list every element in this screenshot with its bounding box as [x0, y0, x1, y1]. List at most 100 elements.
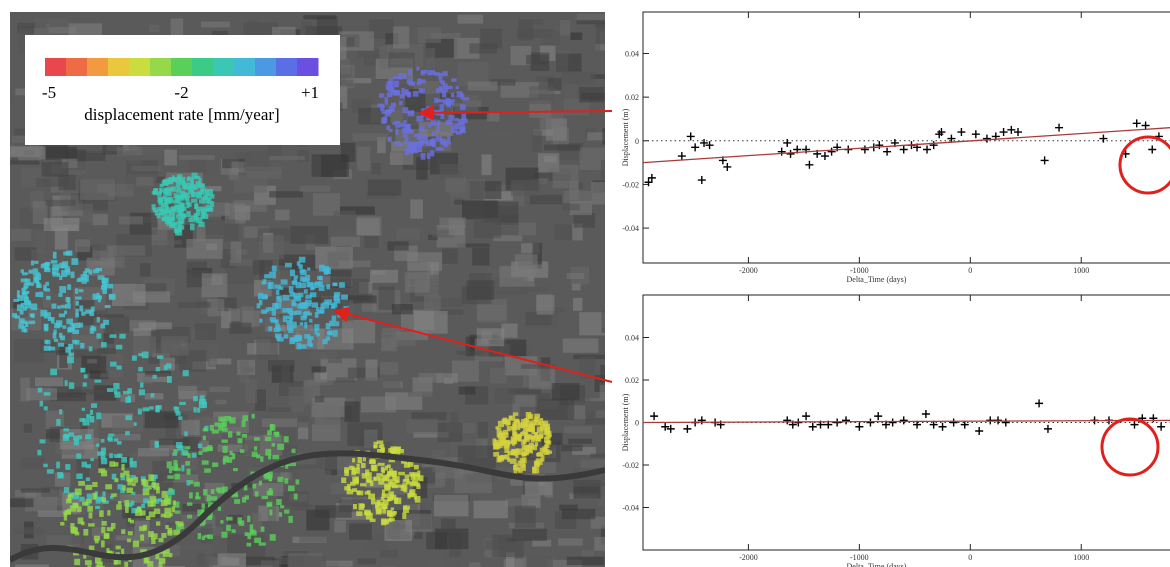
scatterer [403, 508, 409, 513]
scatterer [254, 538, 261, 543]
scatterer [391, 507, 394, 510]
scatterer [178, 416, 182, 420]
scatterer [157, 355, 163, 359]
scatterer [322, 302, 329, 308]
point [1133, 119, 1141, 127]
scatterer [309, 319, 312, 323]
scatterer [133, 541, 139, 548]
terrain [352, 134, 388, 141]
terrain [133, 328, 151, 336]
scatterer [196, 209, 200, 215]
scatterer [151, 393, 155, 397]
scatterer [544, 437, 549, 443]
scatterer [236, 432, 240, 436]
scatterer [529, 443, 534, 449]
terrain [561, 445, 582, 452]
scatterer [59, 286, 66, 293]
scatterer [408, 111, 415, 117]
scatterer [62, 325, 66, 328]
terrain [419, 373, 443, 382]
terrain [246, 167, 282, 175]
scatterer [70, 523, 74, 528]
highlight-circle [1120, 137, 1170, 193]
scatterer [28, 270, 33, 274]
scatterer [184, 431, 187, 436]
scatterer [403, 479, 410, 483]
scatterer [154, 509, 160, 515]
scatterer [275, 324, 280, 329]
scatterer [77, 323, 80, 328]
scatterer [541, 455, 545, 462]
scatterer [514, 420, 520, 424]
scatterer [75, 301, 78, 306]
scatterer [198, 444, 202, 449]
scatterer [114, 560, 118, 565]
terrain [319, 470, 332, 492]
scatterer [135, 509, 142, 516]
terrain [75, 239, 90, 252]
scatterer [106, 284, 113, 289]
scatterer [96, 333, 101, 338]
point [842, 416, 850, 424]
scatterer [242, 415, 248, 421]
terrain [201, 524, 213, 543]
terrain [564, 426, 592, 433]
colorbar-swatch [66, 58, 88, 76]
scatterer [534, 437, 540, 441]
scatterer [360, 483, 366, 486]
scatterer [407, 92, 412, 97]
scatterer [95, 557, 101, 563]
scatterer [507, 419, 510, 425]
scatterer [87, 494, 92, 500]
scatterer [304, 289, 308, 293]
scatterer [428, 124, 431, 127]
scatterer [523, 428, 529, 432]
scatterer [448, 141, 451, 144]
point [1041, 156, 1049, 164]
scatterer [17, 290, 20, 297]
terrain [229, 260, 252, 266]
scatterer [90, 458, 93, 461]
scatterer [204, 468, 211, 472]
scatterer [214, 422, 220, 426]
scatterer [207, 495, 211, 502]
scatterer [97, 317, 100, 323]
terrain [598, 486, 625, 506]
scatterer [545, 424, 548, 431]
scatterer [225, 416, 231, 421]
x-axis-label: Delta_Time (days) [847, 275, 907, 284]
terrain [457, 15, 483, 24]
terrain [372, 163, 381, 174]
scatterer [198, 533, 201, 539]
scatterer [99, 510, 104, 517]
terrain [248, 21, 258, 35]
scatterer [148, 474, 154, 481]
scatterer [275, 333, 282, 338]
scatterer [187, 194, 190, 198]
scatterer [66, 251, 72, 256]
scatterer [423, 135, 428, 139]
terrain [407, 252, 442, 271]
scatterer [528, 426, 535, 433]
scatterer [80, 368, 85, 373]
scatterer [167, 475, 173, 478]
scatterer [277, 444, 284, 450]
scatterer [59, 409, 62, 414]
scatterer [89, 346, 93, 351]
scatterer [81, 312, 85, 316]
scatterer [95, 380, 102, 383]
scatterer [307, 267, 310, 270]
terrain [349, 523, 372, 539]
terrain [301, 22, 312, 34]
scatterer [38, 388, 42, 393]
terrain [178, 302, 210, 308]
scatterer [186, 211, 191, 217]
terrain [468, 82, 498, 91]
scatterer [30, 313, 35, 317]
terrain [567, 273, 584, 279]
scatterer [162, 216, 169, 220]
scatterer [79, 289, 83, 292]
scatterer [442, 91, 446, 97]
scatterer [361, 463, 366, 468]
scatterer [17, 304, 23, 311]
